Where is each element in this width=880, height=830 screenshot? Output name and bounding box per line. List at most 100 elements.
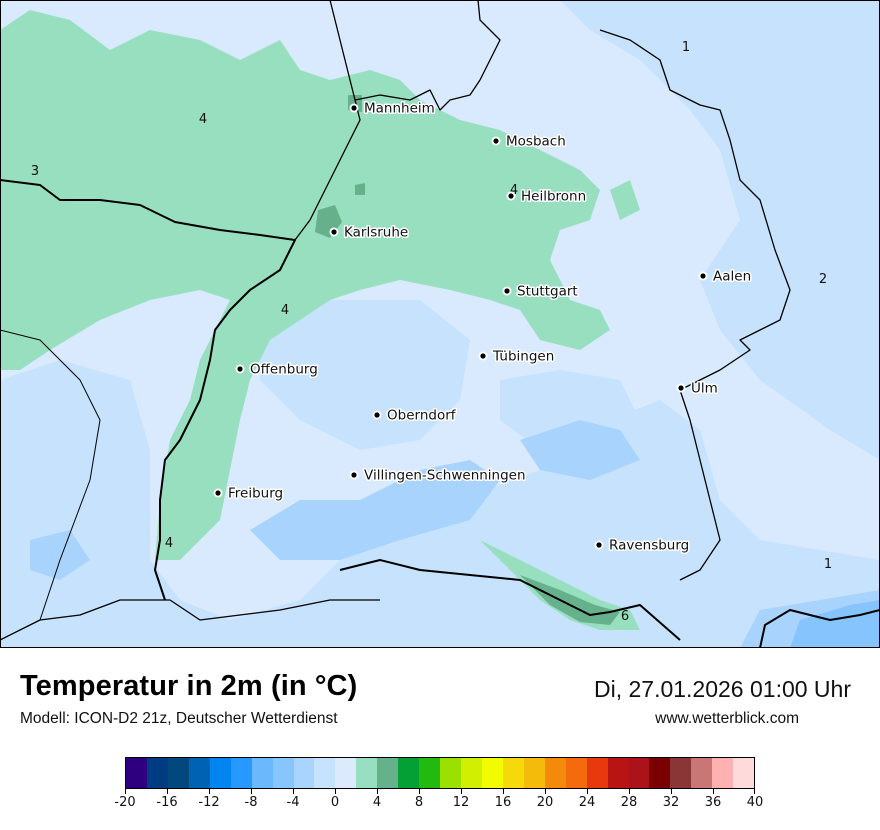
- city-dot-icon: [331, 229, 337, 235]
- colorbar-tick-label: -16: [156, 795, 178, 810]
- border-north-east: [354, 0, 501, 111]
- border-east: [599, 29, 791, 581]
- colorbar-segment: [356, 758, 378, 788]
- colorbar-tick-label: -8: [244, 795, 258, 810]
- colorbar-tick-mark: [251, 789, 252, 794]
- colorbar-tick-mark: [671, 789, 672, 794]
- colorbar-segment: [586, 758, 608, 788]
- city-dot-icon: [351, 472, 357, 478]
- colorbar-ticks: -20 -16 -12 -8 -4 0 4 8 12 16 20 24 28 32 36 40: [114, 789, 763, 819]
- isotherm-label: 4: [165, 536, 173, 551]
- city-t-bingen: Tübingen: [478, 347, 556, 366]
- colorbar-tick-label: -20: [114, 795, 136, 810]
- isotherm-label: 1: [682, 40, 690, 55]
- city-markers: Mannheim Mosbach Heilbronn Karlsruhe Aalen St…: [213, 99, 753, 555]
- city-mosbach: Mosbach: [491, 132, 567, 151]
- colorbar-tick-label: -4: [286, 795, 300, 810]
- colorbar-segment: [733, 758, 755, 788]
- city-villingen-schwenningen: Villingen-Schwenningen: [349, 466, 527, 485]
- colorbar-segment: [293, 758, 315, 788]
- colorbar-tick-mark: [503, 789, 504, 794]
- city-label: Aalen: [713, 269, 751, 285]
- colorbar-tick-label: 36: [704, 795, 722, 810]
- temperature-band-minus6-minus4: [790, 600, 880, 648]
- isotherm-label: 1: [824, 557, 832, 572]
- city-label: Mosbach: [506, 134, 566, 150]
- city-ravensburg: Ravensburg: [594, 536, 691, 555]
- colorbar-tick-label: 40: [746, 795, 764, 810]
- city-stuttgart: Stuttgart: [502, 282, 579, 301]
- city-label: Karlsruhe: [344, 225, 408, 241]
- city-dot-icon: [480, 353, 486, 359]
- colorbar-tick-mark: [713, 789, 714, 794]
- model-subtitle: Modell: ICON-D2 21z, Deutscher Wetterdie…: [20, 710, 338, 727]
- colorbar-segment: [502, 758, 524, 788]
- city-heilbronn: Heilbronn: [506, 187, 588, 206]
- temperature-band-4-6: [315, 95, 620, 625]
- isotherm-label: 2: [819, 272, 827, 287]
- temperature-band-minus4-minus2: [30, 420, 880, 648]
- website-link[interactable]: www.wetterblick.com: [655, 710, 799, 727]
- colorbar-segment: [126, 758, 147, 788]
- colorbar-segment: [565, 758, 587, 788]
- colorbar-tick-mark: [587, 789, 588, 794]
- city-label: Heilbronn: [521, 189, 586, 205]
- city-label: Villingen-Schwenningen: [364, 468, 526, 484]
- colorbar-tick-label: 24: [578, 795, 596, 810]
- colorbar-segment: [419, 758, 441, 788]
- colorbar-tick-mark: [167, 789, 168, 794]
- colorbar-segment: [167, 758, 189, 788]
- colorbar-segment: [670, 758, 692, 788]
- colorbar-tick-mark: [461, 789, 462, 794]
- colorbar-tick-label: 4: [372, 795, 382, 810]
- colorbar-segment: [481, 758, 503, 788]
- colorbar-segment: [607, 758, 629, 788]
- city-dot-icon: [374, 412, 380, 418]
- colorbar-segment: [649, 758, 671, 788]
- colorbar-segment: [398, 758, 420, 788]
- city-karlsruhe: Karlsruhe: [329, 223, 410, 242]
- city-mannheim: Mannheim: [349, 99, 436, 118]
- colorbar-segment: [209, 758, 231, 788]
- city-label: Ravensburg: [609, 538, 689, 554]
- city-label: Ulm: [691, 381, 718, 397]
- city-oberndorf: Oberndorf: [372, 406, 458, 425]
- colorbar-tick-label: 12: [452, 795, 470, 810]
- city-label: Freiburg: [228, 486, 283, 502]
- colorbar-tick-mark: [209, 789, 210, 794]
- colorbar-segment: [146, 758, 168, 788]
- isotherm-label: 4: [199, 112, 207, 127]
- city-dot-icon: [596, 542, 602, 548]
- isotherm-label: 4: [510, 183, 518, 198]
- borders: [0, 0, 880, 648]
- colorbar-tick-mark: [125, 789, 126, 794]
- colorbar-segment: [230, 758, 252, 788]
- city-dot-icon: [237, 366, 243, 372]
- colorbar-tick-mark: [545, 789, 546, 794]
- city-label: Offenburg: [250, 362, 318, 378]
- city-label: Stuttgart: [517, 284, 578, 300]
- border-france-inner: [0, 329, 101, 621]
- border-north: [294, 0, 361, 241]
- colorbar-tick-mark: [293, 789, 294, 794]
- city-dot-icon: [351, 105, 357, 111]
- colorbar-tick-label: 32: [662, 795, 680, 810]
- forecast-datetime: Di, 27.01.2026 01:00 Uhr: [593, 676, 851, 702]
- colorbar-tick-label: 28: [620, 795, 638, 810]
- colorbar-tick-mark: [629, 789, 630, 794]
- border-switzerland: [0, 599, 380, 641]
- colorbar-segment: [691, 758, 713, 788]
- colorbar-tick-label: 20: [536, 795, 554, 810]
- city-dot-icon: [493, 138, 499, 144]
- isotherm-label: 6: [621, 609, 629, 624]
- colorbar-segment: [712, 758, 734, 788]
- colorbar-segment: [188, 758, 210, 788]
- colorbar-segment: [523, 758, 545, 788]
- city-label: Tübingen: [492, 349, 554, 365]
- colorbar-tick-mark: [754, 789, 755, 794]
- city-ulm: Ulm: [676, 379, 719, 398]
- city-freiburg: Freiburg: [213, 484, 285, 503]
- colorbar-segment: [335, 758, 357, 788]
- border-lake-constance: [339, 559, 681, 641]
- isotherm-label: 4: [281, 303, 289, 318]
